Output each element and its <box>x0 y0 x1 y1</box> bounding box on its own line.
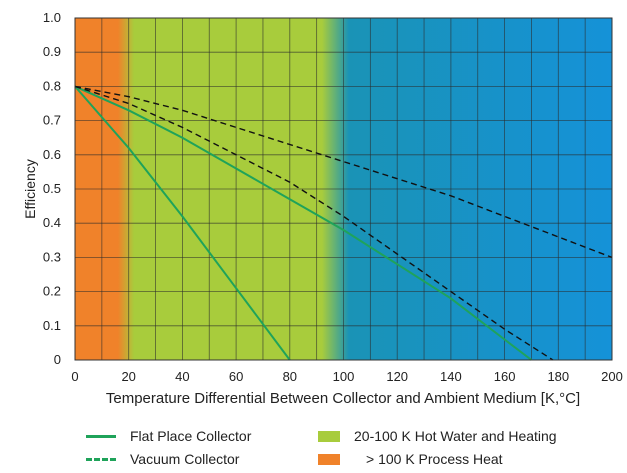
legend-flat-label: Flat Place Collector <box>130 428 252 444</box>
y-tick-label: 0.3 <box>43 249 61 264</box>
y-tick-label: 0.1 <box>43 318 61 333</box>
x-axis-label: Temperature Differential Between Collect… <box>106 390 580 407</box>
x-tick-label: 160 <box>494 369 516 384</box>
y-tick-label: 0.4 <box>43 215 61 230</box>
y-tick-label: 0.2 <box>43 284 61 299</box>
x-tick-label: 180 <box>547 369 569 384</box>
legend-process-label: > 100 K Process Heat <box>366 451 503 467</box>
grid <box>75 17 612 360</box>
x-tick-label: 60 <box>229 369 243 384</box>
x-tick-label: 80 <box>283 369 297 384</box>
y-tick-label: 0.8 <box>43 78 61 93</box>
legend-hotwater: 20-100 K Hot Water and Heating <box>318 428 557 444</box>
y-axis-label: Efficiency <box>22 159 38 219</box>
legend-flat: Flat Place Collector <box>86 428 251 444</box>
legend-hotwater-label: 20-100 K Hot Water and Heating <box>354 428 557 444</box>
hotwater-swatch <box>318 430 340 442</box>
x-tick-label: 140 <box>440 369 462 384</box>
x-tick-label: 20 <box>121 369 135 384</box>
legend-vacuum: Vacuum Collector <box>86 451 239 467</box>
y-tick-label: 1.0 <box>43 10 61 25</box>
flat-collector-line-0 <box>74 85 291 361</box>
x-tick-label: 0 <box>71 369 78 384</box>
efficiency-chart: 0 20 40 60 80 100 120 140 160 180 200 0 0.1 0.2 0.3 0.… <box>22 10 623 407</box>
legend-vacuum-label: Vacuum Collector <box>130 451 240 467</box>
vacuum-collector-line-2 <box>74 85 554 361</box>
x-tick-label: 120 <box>386 369 408 384</box>
y-tick-label: 0.5 <box>43 181 61 196</box>
process-swatch <box>318 453 340 465</box>
y-tick-label: 0.7 <box>43 113 61 128</box>
y-tick-label: 0 <box>54 352 61 367</box>
flat-collector-line-1 <box>74 85 533 361</box>
x-tick-label: 200 <box>601 369 623 384</box>
vacuum-collector-line-3 <box>74 85 613 259</box>
legend-process: > 100 K Process Heat <box>318 451 503 467</box>
x-tick-label: 100 <box>333 369 355 384</box>
y-tick-label: 0.6 <box>43 147 61 162</box>
x-axis: 0 20 40 60 80 100 120 140 160 180 200 <box>71 369 622 384</box>
series-layer <box>74 85 613 361</box>
y-axis: 0 0.1 0.2 0.3 0.4 0.5 0.6 0.7 0.8 0.9 1.0 <box>43 10 61 367</box>
x-tick-label: 40 <box>175 369 189 384</box>
solid-line-icon <box>86 434 116 438</box>
y-tick-label: 0.9 <box>43 44 61 59</box>
dashed-line-icon <box>86 457 116 461</box>
plot-frame <box>74 17 613 361</box>
